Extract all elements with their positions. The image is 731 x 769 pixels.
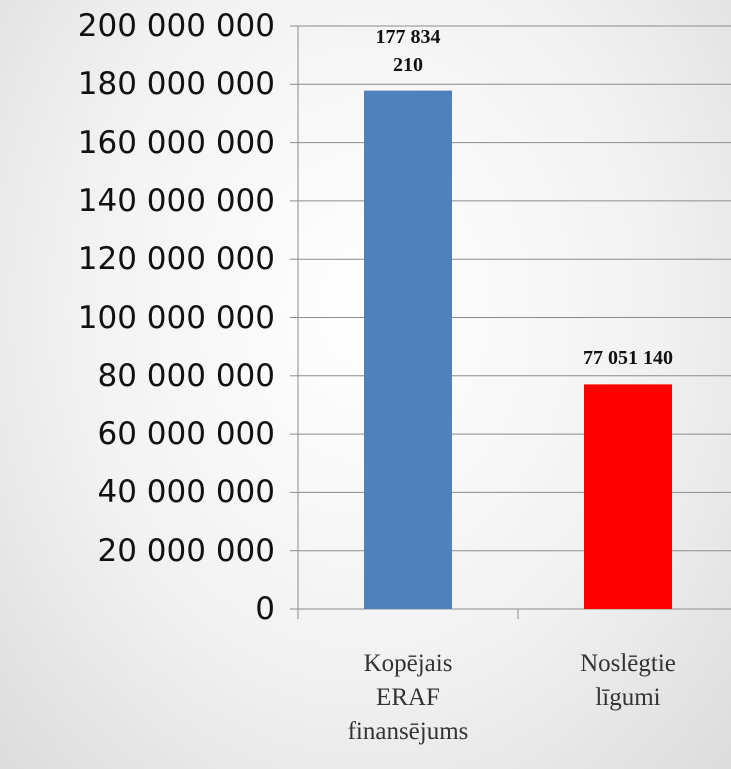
y-tick-label: 100 000 000 bbox=[78, 300, 275, 336]
y-tick-label: 80 000 000 bbox=[98, 358, 276, 394]
y-tick-label: 140 000 000 bbox=[78, 183, 275, 219]
chart: 0 20 000 000 40 000 000 60 000 000 80 000 00… bbox=[0, 0, 731, 769]
x-tick-label: Kopējais ERAF finansējums bbox=[333, 647, 483, 749]
bar bbox=[584, 384, 672, 609]
x-tick-label: Noslēgtie līgumi bbox=[563, 647, 693, 715]
y-tick-label: 20 000 000 bbox=[98, 533, 276, 569]
y-tick-label: 0 bbox=[255, 591, 275, 627]
y-tick-label: 40 000 000 bbox=[98, 474, 276, 510]
value-label: 77 051 140 bbox=[583, 344, 673, 372]
y-tick-label: 160 000 000 bbox=[78, 125, 275, 161]
bar bbox=[364, 91, 452, 609]
value-label: 177 834 210 bbox=[363, 23, 453, 79]
y-tick-label: 200 000 000 bbox=[78, 8, 275, 44]
y-tick-label: 120 000 000 bbox=[78, 241, 275, 277]
y-tick-label: 180 000 000 bbox=[78, 66, 275, 102]
y-tick-label: 60 000 000 bbox=[98, 416, 276, 452]
